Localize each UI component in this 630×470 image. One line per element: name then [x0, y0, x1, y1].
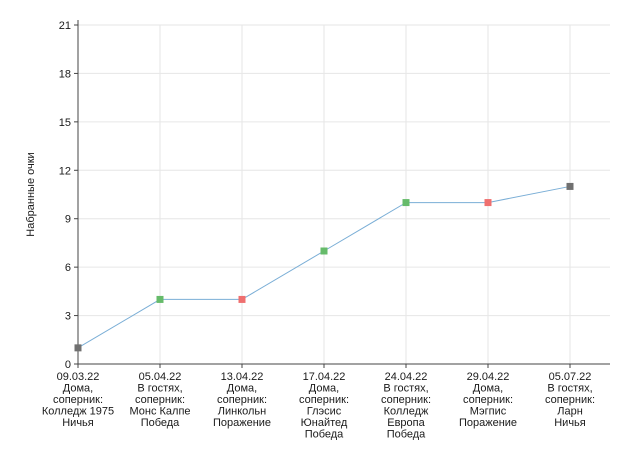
x-category-label-line: 13.04.22: [221, 371, 264, 383]
data-point-marker: [402, 199, 410, 207]
x-category-label-line: Глэсис: [307, 406, 342, 418]
x-category-label-line: Дома,: [63, 383, 93, 395]
x-category-label-line: соперник:: [381, 394, 431, 406]
x-category-label-line: соперник:: [217, 394, 267, 406]
y-tick-label: 3: [65, 311, 71, 323]
x-category-label-line: Юнайтед: [301, 417, 348, 429]
y-tick-label: 0: [65, 359, 71, 371]
axes: [74, 20, 610, 368]
x-category-label-line: Дома,: [227, 383, 257, 395]
y-tick-label: 9: [65, 214, 71, 226]
x-category-label-line: Поражение: [459, 417, 517, 429]
x-category-label-line: соперник:: [545, 394, 595, 406]
y-tick-label: 21: [59, 20, 71, 32]
grid: [78, 24, 610, 364]
x-category-label-line: Победа: [305, 429, 344, 441]
x-category-label-line: 09.03.22: [57, 371, 100, 383]
x-category-label-line: Колледж 1975: [42, 406, 114, 418]
x-category-label-line: 29.04.22: [467, 371, 510, 383]
x-category-label-line: Линкольн: [218, 406, 266, 418]
x-category-label-line: Дома,: [473, 383, 503, 395]
data-point-marker: [320, 247, 328, 255]
data-point-marker: [484, 199, 492, 207]
x-category-label-line: соперник:: [299, 394, 349, 406]
x-category-label: 05.07.22 В гостях, соперник: Ларн Ничья: [545, 371, 595, 429]
x-category-label-line: Дома,: [309, 383, 339, 395]
x-category-label-line: 05.04.22: [139, 371, 182, 383]
x-category-label-line: В гостях,: [137, 383, 182, 395]
y-axis-title: Набранные очки: [25, 152, 37, 236]
x-category-label-line: Монс Калпе: [129, 406, 190, 418]
x-category-label-line: соперник:: [53, 394, 103, 406]
x-category-label-line: соперник:: [135, 394, 185, 406]
x-category-label-line: Европа: [387, 417, 425, 429]
data-point-marker: [156, 295, 164, 303]
y-tick-label: 15: [59, 117, 71, 129]
x-category-label-line: 24.04.22: [385, 371, 428, 383]
x-category-label-line: 05.07.22: [549, 371, 592, 383]
x-category-label: 17.04.22 Дома, соперник: Глэсис Юнайтед Побед…: [299, 371, 349, 441]
y-tick-label: 6: [65, 262, 71, 274]
markers: [74, 182, 574, 352]
x-category-label-line: Победа: [387, 429, 426, 441]
data-point-marker: [566, 182, 574, 190]
x-category-label-line: Ничья: [62, 417, 94, 429]
x-category-label-line: Ларн: [557, 406, 583, 418]
x-category-label-line: соперник:: [463, 394, 513, 406]
y-tick-label: 12: [59, 165, 71, 177]
x-category-label-line: Поражение: [213, 417, 271, 429]
y-tick-label: 18: [59, 68, 71, 80]
x-category-label-line: 17.04.22: [303, 371, 346, 383]
x-category-label-line: В гостях,: [547, 383, 592, 395]
x-category-label-line: Колледж: [384, 406, 429, 418]
x-category-label: 29.04.22 Дома, соперник: Мэгпис Поражение: [459, 371, 517, 429]
x-category-label-line: Ничья: [554, 417, 586, 429]
x-category-label-line: Мэгпис: [470, 406, 507, 418]
data-point-marker: [238, 295, 246, 303]
x-category-label: 09.03.22 Дома, соперник: Колледж 1975 Ничья: [42, 371, 114, 429]
data-point-marker: [74, 344, 82, 352]
x-category-label-line: В гостях,: [383, 383, 428, 395]
x-category-label: 24.04.22 В гостях, соперник: Колледж Европа П…: [381, 371, 431, 441]
x-category-label: 05.04.22 В гостях, соперник: Монс Калпе Побе…: [129, 371, 190, 429]
x-category-label-line: Победа: [141, 417, 180, 429]
x-category-label: 13.04.22 Дома, соперник: Линкольн Поражение: [213, 371, 271, 429]
